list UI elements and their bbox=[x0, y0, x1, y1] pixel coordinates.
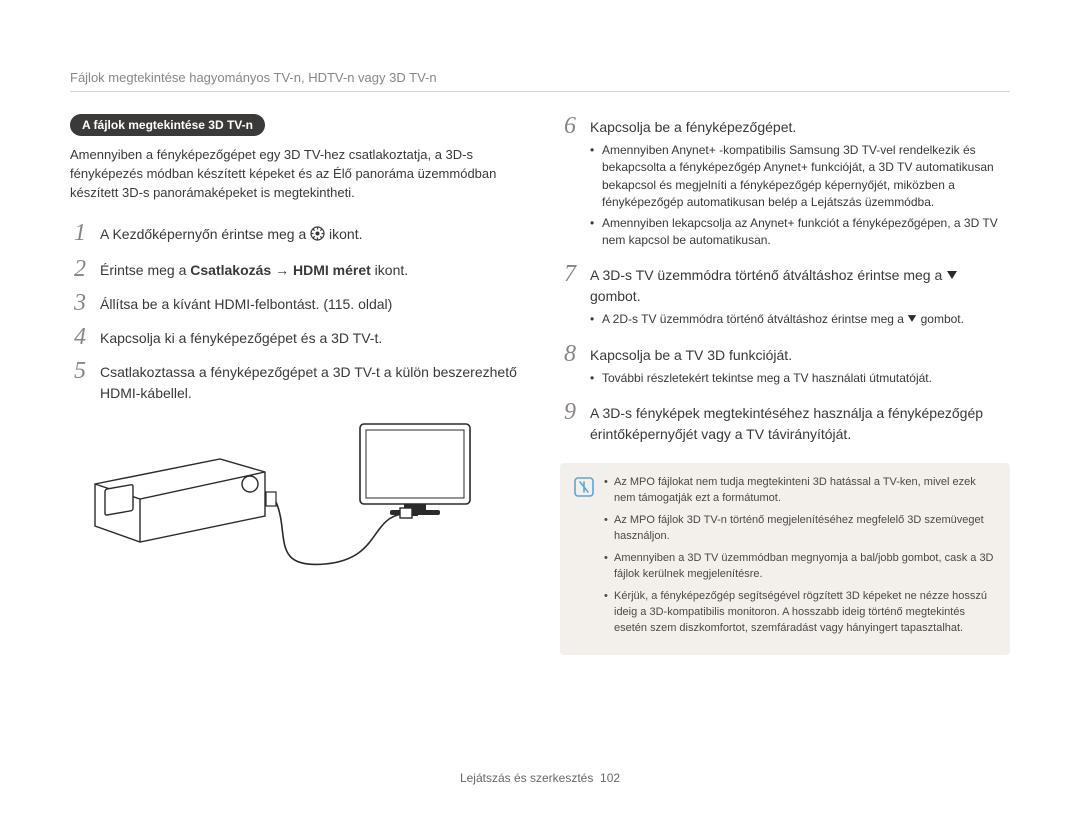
camera-tv-diagram bbox=[70, 414, 520, 589]
step-text-pre: A Kezdőképernyőn érintse meg a bbox=[100, 226, 310, 242]
list-item: További részletekért tekintse meg a TV h… bbox=[590, 370, 1010, 387]
section-pill: A fájlok megtekintése 3D TV-n bbox=[70, 114, 265, 136]
list-item: Az MPO fájlokat nem tudja megtekinteni 3… bbox=[604, 475, 996, 507]
step-7: 7 A 3D-s TV üzemmódra történő átváltásho… bbox=[560, 262, 1010, 331]
step-text: Állítsa be a kívánt HDMI-felbontást. (11… bbox=[100, 291, 520, 315]
step-sub-bullets: A 2D-s TV üzemmódra történő átváltáshoz … bbox=[590, 311, 1010, 328]
step-1: 1 A Kezdőképernyőn érintse meg a ikont. bbox=[70, 221, 520, 247]
info-list: Az MPO fájlokat nem tudja megtekinteni 3… bbox=[604, 475, 996, 642]
step-text-main: Kapcsolja be a TV 3D funkcióját. bbox=[590, 347, 792, 363]
step-sub-bullets: Amennyiben Anynet+ -kompatibilis Samsung… bbox=[590, 142, 1010, 249]
step-text-post: ikont. bbox=[329, 226, 362, 242]
step-text-post: gombot. bbox=[590, 288, 641, 304]
step-text: Csatlakoztassa a fényképezőgépet a 3D TV… bbox=[100, 359, 520, 404]
step-9: 9 A 3D-s fényképek megtekintéséhez haszn… bbox=[560, 400, 1010, 445]
step-text: Érintse meg a Csatlakozás → HDMI méret i… bbox=[100, 257, 520, 281]
step-number: 6 bbox=[560, 114, 580, 138]
step-text-post: ikont. bbox=[371, 262, 408, 278]
right-column: 6 Kapcsolja be a fényképezőgépet. Amenny… bbox=[560, 114, 1010, 655]
list-item: Amennyiben a 3D TV üzemmódban megnyomja … bbox=[604, 551, 996, 583]
step-sub-bullets: További részletekért tekintse meg a TV h… bbox=[590, 370, 1010, 387]
down-triangle-icon bbox=[946, 265, 958, 286]
step-number: 4 bbox=[70, 325, 90, 349]
intro-paragraph: Amennyiben a fényképezőgépet egy 3D TV-h… bbox=[70, 146, 520, 203]
footer-label: Lejátszás és szerkesztés bbox=[460, 771, 593, 785]
info-note-box: Az MPO fájlokat nem tudja megtekinteni 3… bbox=[560, 463, 1010, 654]
bullet-pre: A 2D-s TV üzemmódra történő átváltáshoz … bbox=[602, 312, 907, 326]
step-text-pre: A 3D-s TV üzemmódra történő átváltáshoz … bbox=[590, 267, 946, 283]
list-item: A 2D-s TV üzemmódra történő átváltáshoz … bbox=[590, 311, 1010, 328]
footer-page: 102 bbox=[600, 771, 620, 785]
step-text-bold: Csatlakozás → HDMI méret bbox=[190, 262, 371, 278]
step-text: Kapcsolja ki a fényképezőgépet és a 3D T… bbox=[100, 325, 520, 349]
list-item: Kérjük, a fényképezőgép segítségével rög… bbox=[604, 589, 996, 637]
step-number: 2 bbox=[70, 257, 90, 281]
gear-icon bbox=[310, 226, 325, 247]
step-text: Kapcsolja be a fényképezőgépet. Amennyib… bbox=[590, 114, 1010, 252]
list-item: Amennyiben lekapcsolja az Anynet+ funkci… bbox=[590, 215, 1010, 250]
step-text-main: Kapcsolja be a fényképezőgépet. bbox=[590, 119, 796, 135]
bullet-post: gombot. bbox=[921, 312, 964, 326]
step-number: 8 bbox=[560, 342, 580, 366]
step-number: 5 bbox=[70, 359, 90, 383]
step-8: 8 Kapcsolja be a TV 3D funkcióját. Továb… bbox=[560, 342, 1010, 390]
step-number: 9 bbox=[560, 400, 580, 424]
list-item: Amennyiben Anynet+ -kompatibilis Samsung… bbox=[590, 142, 1010, 212]
left-column: A fájlok megtekintése 3D TV-n Amennyiben… bbox=[70, 114, 520, 655]
down-triangle-icon bbox=[907, 311, 917, 328]
page-header: Fájlok megtekintése hagyományos TV-n, HD… bbox=[70, 70, 1010, 92]
step-number: 1 bbox=[70, 221, 90, 245]
content-columns: A fájlok megtekintése 3D TV-n Amennyiben… bbox=[70, 114, 1010, 655]
step-text-pre: Érintse meg a bbox=[100, 262, 190, 278]
step-4: 4 Kapcsolja ki a fényképezőgépet és a 3D… bbox=[70, 325, 520, 349]
step-number: 7 bbox=[560, 262, 580, 286]
step-3: 3 Állítsa be a kívánt HDMI-felbontást. (… bbox=[70, 291, 520, 315]
list-item: Az MPO fájlok 3D TV-n történő megjelenít… bbox=[604, 513, 996, 545]
step-text: Kapcsolja be a TV 3D funkcióját. További… bbox=[590, 342, 1010, 390]
step-6: 6 Kapcsolja be a fényképezőgépet. Amenny… bbox=[560, 114, 1010, 252]
step-text: A 3D-s fényképek megtekintéséhez használ… bbox=[590, 400, 1010, 445]
step-2: 2 Érintse meg a Csatlakozás → HDMI méret… bbox=[70, 257, 520, 281]
step-number: 3 bbox=[70, 291, 90, 315]
step-text: A Kezdőképernyőn érintse meg a ikont. bbox=[100, 221, 520, 247]
step-text: A 3D-s TV üzemmódra történő átváltáshoz … bbox=[590, 262, 1010, 331]
step-5: 5 Csatlakoztassa a fényképezőgépet a 3D … bbox=[70, 359, 520, 404]
page-footer: Lejátszás és szerkesztés 102 bbox=[0, 771, 1080, 785]
info-icon bbox=[574, 477, 594, 502]
